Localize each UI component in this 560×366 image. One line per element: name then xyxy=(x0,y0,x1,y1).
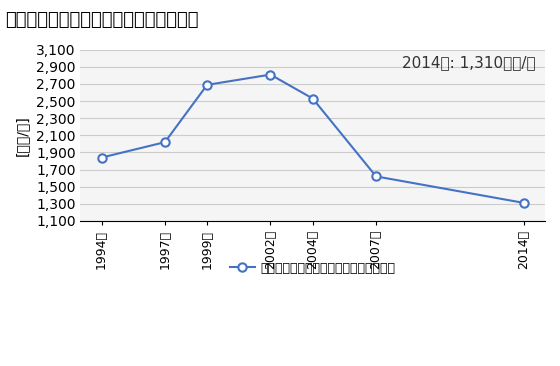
Legend: 商業の従業者一人当たり年間商品販売額: 商業の従業者一人当たり年間商品販売額 xyxy=(225,257,401,280)
商業の従業者一人当たり年間商品販売額 xyxy=(521,201,528,205)
商業の従業者一人当たり年間商品販売額 xyxy=(373,174,380,179)
Line: 商業の従業者一人当たり年間商品販売額: 商業の従業者一人当たり年間商品販売額 xyxy=(97,70,528,207)
商業の従業者一人当たり年間商品販売額 xyxy=(161,140,168,144)
Text: 2014年: 1,310万円/人: 2014年: 1,310万円/人 xyxy=(402,55,536,70)
Y-axis label: [万円/人]: [万円/人] xyxy=(15,115,29,156)
商業の従業者一人当たり年間商品販売額 xyxy=(267,72,274,77)
商業の従業者一人当たり年間商品販売額 xyxy=(98,156,105,160)
Text: 商業の従業者一人当たり年間商品販売額: 商業の従業者一人当たり年間商品販売額 xyxy=(6,11,199,29)
商業の従業者一人当たり年間商品販売額 xyxy=(204,83,211,87)
商業の従業者一人当たり年間商品販売額 xyxy=(309,96,316,101)
